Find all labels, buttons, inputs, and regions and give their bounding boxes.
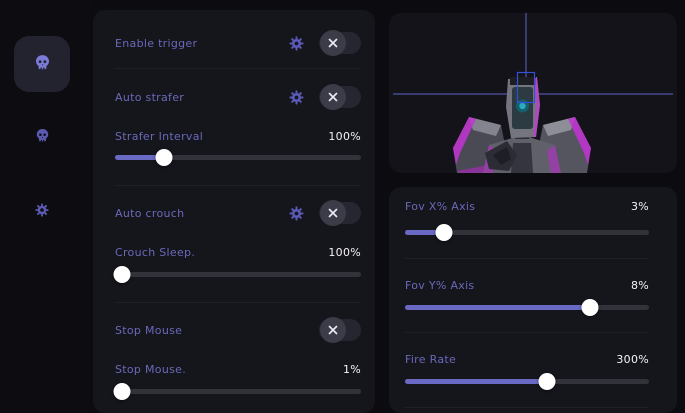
sidebar-item-combat-2[interactable] (14, 109, 70, 165)
slider-thumb[interactable] (113, 383, 131, 400)
toggle-stop-mouse[interactable] (319, 317, 361, 343)
row-stop-mouse-interval: Stop Mouse. 1% (115, 360, 361, 378)
slider-strafer-interval[interactable] (115, 149, 361, 166)
toggle-label: Enable trigger (115, 36, 198, 50)
row-strafer-interval: Strafer Interval 100% (115, 127, 361, 145)
toggle-label: Auto strafer (115, 90, 185, 104)
slider-fill (405, 379, 547, 384)
skull-icon (34, 54, 51, 75)
slider-fov-x[interactable] (405, 224, 649, 241)
sidebar (0, 0, 90, 413)
gear-icon[interactable] (287, 88, 305, 106)
trigger-settings-panel: Enable trigger Auto strafer (93, 10, 375, 413)
slider-value: 100% (328, 245, 361, 259)
toggle-enable-trigger[interactable] (319, 30, 361, 56)
slider-value: 1% (342, 362, 361, 376)
slider-label: Fire Rate (405, 352, 457, 366)
x-icon (320, 84, 346, 110)
slider-track[interactable] (115, 272, 361, 277)
row-auto-crouch: Auto crouch (115, 200, 361, 226)
slider-label: Crouch Sleep. (115, 245, 196, 259)
slider-label: Fov Y% Axis (405, 278, 475, 292)
divider (115, 302, 361, 303)
slider-thumb[interactable] (113, 266, 131, 283)
row-crouch-sleep: Crouch Sleep. 100% (115, 243, 361, 261)
divider (405, 407, 649, 408)
slider-fill (405, 305, 591, 310)
divider (405, 258, 649, 259)
toggle-auto-strafer[interactable] (319, 84, 361, 110)
slider-fire-rate[interactable] (405, 373, 649, 390)
divider (115, 68, 361, 69)
slider-fill (405, 230, 445, 235)
slider-fov-y[interactable] (405, 299, 649, 316)
row-auto-strafer: Auto strafer (115, 84, 361, 110)
row-fire-rate: Fire Rate 300% (405, 350, 649, 368)
x-icon (320, 30, 346, 56)
gear-icon[interactable] (287, 34, 305, 52)
slider-track[interactable] (405, 230, 649, 235)
divider (115, 185, 361, 186)
slider-value: 300% (616, 352, 649, 366)
toggle-label: Auto crouch (115, 206, 185, 220)
slider-label: Strafer Interval (115, 129, 204, 143)
aim-settings-panel: Fov X% Axis 3% Fov Y% Axis 8% Fire Rate … (389, 187, 677, 413)
divider (405, 332, 649, 333)
slider-value: 3% (630, 199, 649, 213)
slider-track[interactable] (115, 389, 361, 394)
sidebar-item-combat-active[interactable] (14, 36, 70, 92)
slider-thumb[interactable] (581, 299, 599, 316)
slider-crouch-sleep[interactable] (113, 266, 361, 283)
model-viewport (389, 13, 677, 173)
row-stop-mouse: Stop Mouse (115, 317, 361, 343)
toggle-auto-crouch[interactable] (319, 200, 361, 226)
x-icon (320, 200, 346, 226)
slider-fill (115, 155, 165, 160)
slider-thumb[interactable] (435, 224, 453, 241)
row-fov-y: Fov Y% Axis 8% (405, 276, 649, 294)
slider-thumb[interactable] (155, 149, 173, 166)
row-enable-trigger: Enable trigger (115, 30, 361, 56)
head-target-box (516, 71, 536, 104)
slider-label: Fov X% Axis (405, 199, 476, 213)
sidebar-item-settings[interactable] (14, 184, 70, 240)
x-icon (320, 317, 346, 343)
slider-track[interactable] (115, 155, 361, 160)
gear-icon (34, 202, 50, 222)
slider-value: 8% (630, 278, 649, 292)
robot-preview-image (393, 13, 673, 173)
gear-icon[interactable] (287, 204, 305, 222)
toggle-label: Stop Mouse (115, 323, 183, 337)
robot-model (453, 77, 591, 173)
slider-stop-mouse[interactable] (113, 383, 361, 400)
slider-thumb[interactable] (538, 373, 556, 390)
row-fov-x: Fov X% Axis 3% (405, 197, 649, 215)
slider-label: Stop Mouse. (115, 362, 186, 376)
slider-value: 100% (328, 129, 361, 143)
skull-icon (35, 128, 50, 147)
